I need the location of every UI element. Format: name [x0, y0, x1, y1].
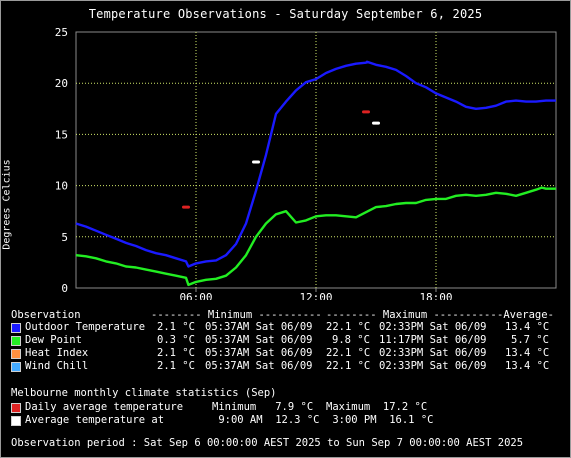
legend-avg-outdoor-temperature: 13.4 °C: [505, 321, 550, 333]
y-tick-label: 5: [61, 231, 68, 244]
legend-max-dew-point: 9.8 °C: [332, 334, 370, 346]
climate-min-daily-average: Minimum 7.9 °C: [212, 401, 314, 413]
legend-header-observation: Observation: [11, 309, 81, 321]
climate-label-average-at: Average temperature at: [25, 414, 165, 426]
legend-max-outdoor-temperature: 22.1 °C: [326, 321, 371, 333]
legend-label-outdoor-temperature: Outdoor Temperature: [25, 321, 146, 333]
legend-min-time-dew-point: 05:37AM Sat 06/09: [205, 334, 313, 346]
legend-label-wind-chill: Wind Chill: [25, 360, 89, 372]
x-tick-label: 12:00: [299, 291, 332, 300]
climate-label-daily-average: Daily average temperature: [25, 401, 184, 413]
legend-avg-dew-point: 5.7 °C: [511, 334, 549, 346]
x-tick-label: 06:00: [179, 291, 212, 300]
y-axis-label: Degrees Celcius: [1, 159, 13, 250]
climate-pm-average-at: 3:00 PM 16.1 °C: [326, 414, 434, 426]
legend-header-minimum: -------- Minimum ----------: [151, 309, 322, 321]
marker-average-temperature-at: [372, 121, 380, 125]
x-tick-label: 18:00: [419, 291, 452, 300]
legend-avg-wind-chill: 13.4 °C: [505, 360, 550, 372]
legend-max-wind-chill: 22.1 °C: [326, 360, 371, 372]
legend-label-dew-point: Dew Point: [25, 334, 82, 346]
chart-title: Temperature Observations - Saturday Sept…: [88, 7, 483, 21]
y-tick-label: 25: [55, 26, 68, 39]
climate-heading: Melbourne monthly climate statistics (Se…: [11, 387, 277, 399]
legend-min-time-wind-chill: 05:37AM Sat 06/09: [205, 360, 313, 372]
chart-plot: 0 5 10 15 20 25 06:00 12:00 18:00: [55, 26, 557, 300]
legend-avg-heat-index: 13.4 °C: [505, 347, 550, 359]
legend-swatch-outdoor-temperature: [11, 323, 21, 333]
legend-max-time-wind-chill: 02:33PM Sat 06/09: [379, 360, 487, 372]
marker-daily-average-temperature: [362, 110, 370, 114]
climate-am-average-at: 9:00 AM 12.3 °C: [212, 414, 320, 426]
y-tick-label: 15: [55, 128, 68, 141]
legend-swatch-wind-chill: [11, 362, 21, 372]
legend-min-time-heat-index: 05:37AM Sat 06/09: [205, 347, 313, 359]
climate-max-daily-average: Maximum 17.2 °C: [326, 401, 428, 413]
y-tick-label: 10: [55, 180, 68, 193]
climate-swatch-average-at: [11, 416, 21, 426]
marker-average-temperature-at: [252, 160, 260, 164]
legend-min-time-outdoor-temperature: 05:37AM Sat 06/09: [205, 321, 313, 333]
series-line-outdoor-temperature: [75, 60, 556, 268]
legend-header-maximum: -------- Maximum ----------: [326, 309, 497, 321]
legend-max-time-heat-index: 02:33PM Sat 06/09: [379, 347, 487, 359]
legend-min-heat-index: 2.1 °C: [157, 347, 195, 359]
legend-header-average: -Average-: [497, 309, 554, 321]
legend-min-dew-point: 0.3 °C: [157, 334, 195, 346]
legend-label-heat-index: Heat Index: [25, 347, 89, 359]
legend-swatch-heat-index: [11, 349, 21, 359]
legend-max-time-dew-point: 11:17PM Sat 06/09: [379, 334, 487, 346]
legend-min-outdoor-temperature: 2.1 °C: [157, 321, 195, 333]
legend-min-wind-chill: 2.1 °C: [157, 360, 195, 372]
observation-period: Observation period : Sat Sep 6 00:00:00 …: [11, 437, 524, 449]
climate-swatch-daily-average: [11, 403, 21, 413]
marker-daily-average-temperature: [182, 205, 190, 209]
y-tick-label: 20: [55, 77, 68, 90]
y-tick-label: 0: [61, 282, 68, 295]
legend-swatch-dew-point: [11, 336, 21, 346]
legend-max-time-outdoor-temperature: 02:33PM Sat 06/09: [379, 321, 487, 333]
legend-max-heat-index: 22.1 °C: [326, 347, 371, 359]
series-line-dew-point: [75, 186, 556, 287]
